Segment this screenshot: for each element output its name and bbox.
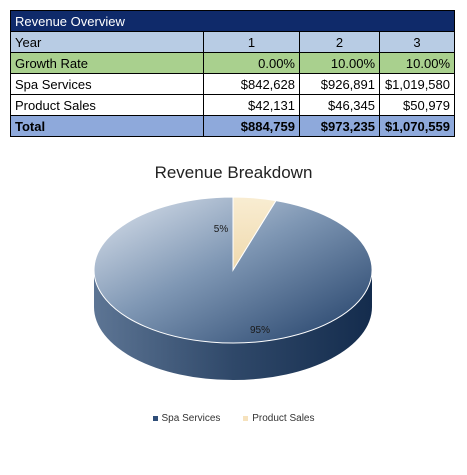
table-cell: 10.00% — [299, 52, 380, 74]
pie-slice-product-sales — [232, 196, 277, 272]
table-title: Revenue Overview — [9, 10, 456, 32]
year-label: Year — [10, 31, 204, 53]
total-row: Total $884,759 $973,235 $1,070,559 — [10, 115, 456, 137]
total-cell: $1,070,559 — [378, 115, 456, 137]
data-label: 95% — [250, 325, 270, 336]
pie-side-wall — [94, 270, 372, 380]
table-cell: 10.00% — [378, 52, 456, 74]
revenue-table: Revenue Overview Year 1 2 3 Growth Rate … — [9, 10, 456, 137]
legend-item: Product Sales — [243, 413, 314, 424]
table-cell: $1,019,580 — [378, 73, 456, 95]
data-label: 5% — [214, 224, 229, 235]
legend-swatch — [152, 415, 158, 421]
legend-swatch — [243, 415, 249, 421]
table-row: Spa Services $842,628 $926,891 $1,019,58… — [10, 73, 456, 95]
table-title-row: Revenue Overview — [9, 10, 456, 32]
legend-item: Spa Services — [152, 413, 221, 424]
total-cell: $973,235 — [299, 115, 380, 137]
table-row: Product Sales $42,131 $46,345 $50,979 — [10, 94, 456, 116]
year-row: Year 1 2 3 — [10, 31, 456, 53]
total-label: Total — [10, 115, 204, 137]
chart-legend: Spa Services Product Sales — [0, 413, 467, 424]
year-cell: 3 — [378, 31, 456, 53]
legend-label: Product Sales — [252, 413, 315, 424]
total-cell: $884,759 — [203, 115, 300, 137]
chart-title: Revenue Breakdown — [154, 163, 313, 182]
legend-label: Spa Services — [161, 413, 221, 424]
year-cell: 1 — [203, 31, 300, 53]
